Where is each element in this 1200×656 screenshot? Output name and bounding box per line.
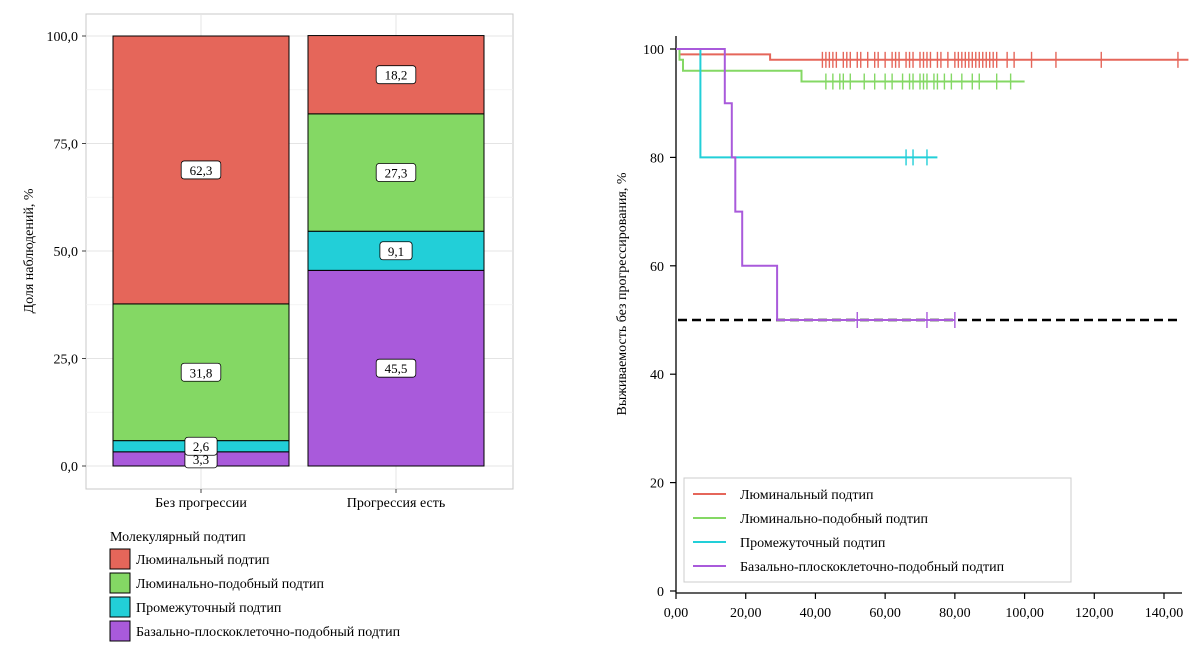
km-legend-box: [683, 477, 1072, 583]
km-series-line: [676, 48, 955, 321]
bar-data-label: 45,5: [385, 361, 408, 376]
bar-data-label: 27,3: [385, 166, 408, 181]
km-y-tick-label: 40: [650, 368, 664, 383]
bar-y-tick-label: 75,0: [54, 138, 79, 153]
bar-data-label: 3,3: [193, 452, 209, 467]
km-y-tick-label: 60: [650, 260, 664, 275]
km-x-tick-label: 120,00: [1075, 606, 1114, 621]
km-censor-marks: [821, 51, 1179, 328]
bar-data-label-box: [184, 436, 218, 456]
km-legend-label: Базально-плоскоклеточно-подобный подтип: [740, 560, 1005, 575]
bar-x-ticks: Без прогрессии Прогрессия есть: [155, 489, 445, 511]
km-x-tick-label: 40,00: [800, 606, 832, 621]
bar-legend-label: Люминальный подтип: [136, 553, 270, 568]
bar-legend: Молекулярный подтип Люминальный подтип Лю…: [109, 530, 401, 642]
bar-y-tick-label: 50,0: [54, 245, 79, 260]
bar-data-label: 9,1: [388, 244, 404, 259]
bar-legend-title: Молекулярный подтип: [110, 530, 246, 545]
km-y-tick-label: 20: [650, 477, 664, 492]
bar-data-label-box: [375, 163, 417, 182]
km-x-tick-label: 60,00: [869, 606, 901, 621]
bar-legend-swatch: [109, 596, 131, 618]
km-y-ticks: 0 20 40 60 80 100: [643, 43, 676, 600]
km-y-axis-label: Выживаемость без прогрессирования, %: [615, 172, 630, 415]
km-y-tick-label: 0: [657, 585, 664, 600]
bar-legend-swatch: [109, 548, 131, 570]
km-y-tick-label: 100: [643, 43, 664, 58]
bar-x-tick-label: Прогрессия есть: [347, 496, 446, 511]
bar-legend-swatch: [109, 620, 131, 642]
km-series-line: [676, 48, 1025, 83]
bar-legend-label: Промежуточный подтип: [136, 601, 282, 616]
km-x-tick-label: 20,00: [730, 606, 762, 621]
km-x-tick-label: 80,00: [939, 606, 971, 621]
bar-segments: [112, 35, 485, 467]
bar-y-ticks: 0,0 25,0 50,0 75,0 100,0: [47, 30, 86, 475]
km-x-tick-label: 140,00: [1145, 606, 1184, 621]
bar-data-label: 31,8: [190, 365, 213, 380]
bar-y-tick-label: 100,0: [47, 30, 79, 45]
stacked-bar-chart: 0,0 25,0 50,0 75,0 100,0 Без прогрессии Прогр…: [22, 13, 514, 642]
km-x-tick-label: 0,00: [664, 606, 689, 621]
bar-y-tick-label: 0,0: [61, 460, 79, 475]
km-series-line: [676, 48, 1189, 61]
bar-data-label: 62,3: [190, 163, 213, 178]
km-legend-label: Промежуточный подтип: [740, 536, 886, 551]
bar-data-label: 18,2: [385, 68, 408, 83]
bar-data-label-box: [379, 241, 413, 261]
bar-data-label-box: [375, 358, 417, 378]
km-x-tick-label: 100,00: [1005, 606, 1044, 621]
bar-data-labels: 3,32,6 31,8 62,3 45,5 9,1 27,3 18,2: [180, 65, 417, 469]
bar-y-axis-label: Доля наблюдений, %: [22, 188, 37, 313]
bar-legend-label: Люминально-подобный подтип: [136, 577, 325, 592]
km-y-tick-label: 80: [650, 151, 664, 166]
km-series-line: [676, 48, 938, 159]
bar-data-label-box: [375, 65, 417, 85]
bar-y-tick-label: 25,0: [54, 353, 79, 368]
bar-data-label-box: [180, 160, 222, 180]
bar-data-label: 2,6: [193, 439, 210, 454]
km-x-ticks: 0,00 20,00 40,00 60,00 80,00 100,00 120,00 140,…: [664, 593, 1184, 621]
bar-legend-label: Базально-плоскоклеточно-подобный подтип: [136, 625, 401, 640]
bar-x-tick-label: Без прогрессии: [155, 496, 247, 511]
km-legend-label: Люминально-подобный подтип: [740, 512, 929, 527]
km-legend-label: Люминальный подтип: [740, 488, 874, 503]
bar-legend-swatch: [109, 572, 131, 594]
km-series-lines: [676, 48, 1189, 321]
survival-chart: 0 20 40 60 80 100 0,00 20,00 40,00 60,00 80,00 100…: [615, 36, 1189, 621]
km-legend: Люминальный подтип Люминально-подобный по…: [683, 477, 1072, 583]
bar-data-label-box: [180, 362, 222, 382]
